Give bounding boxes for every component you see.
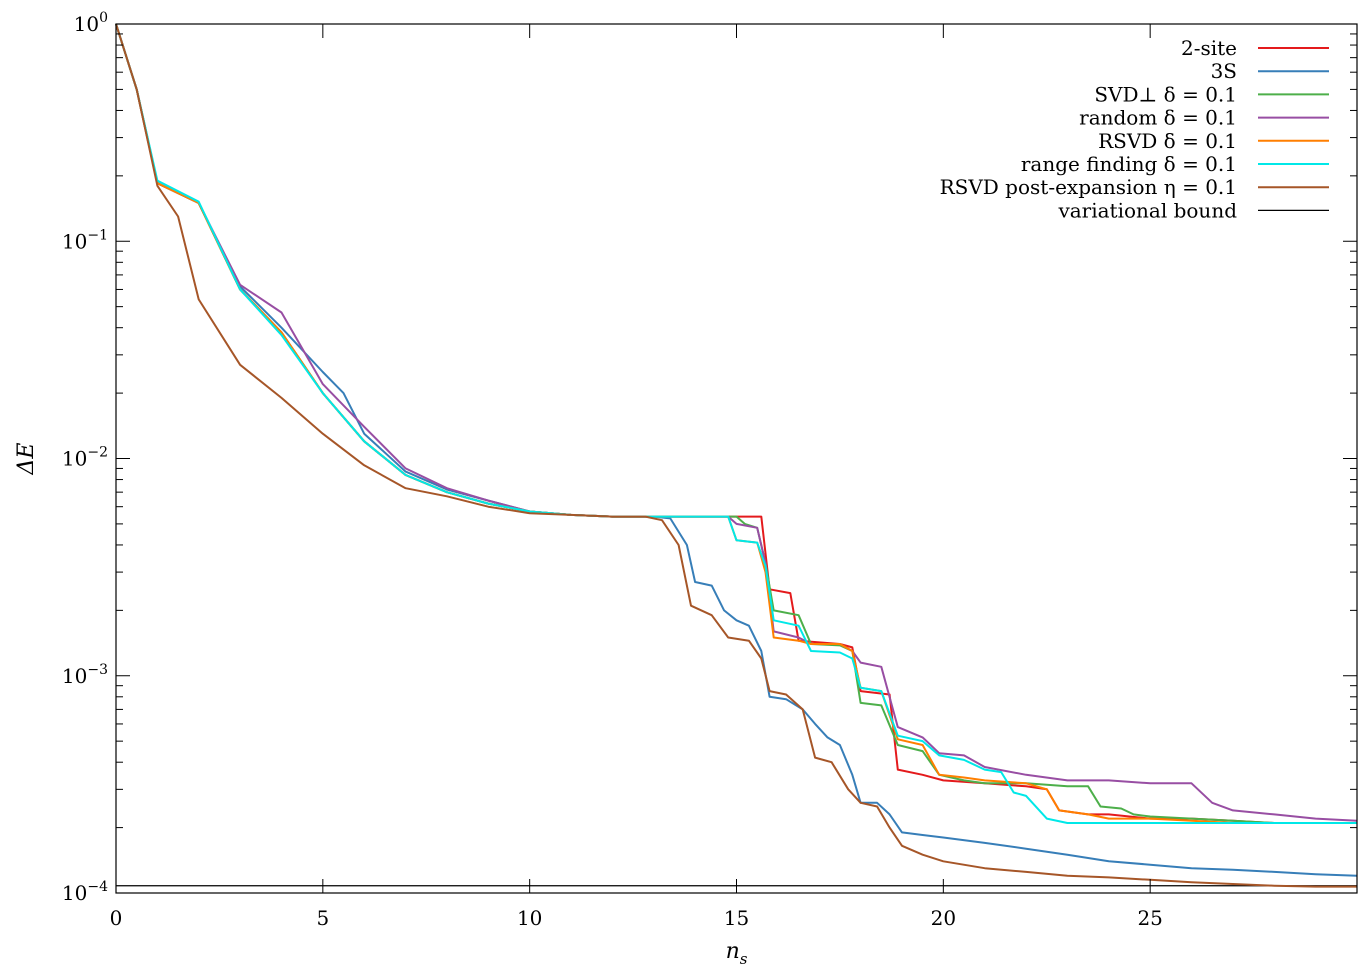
y-tick-label: 10−1 [62,227,108,253]
legend-label-6: RSVD post-expansion η = 0.1 [940,175,1237,199]
x-tick-label: 0 [110,906,123,930]
series-line-6 [115,23,1357,888]
y-axis-title: ΔE [14,443,39,476]
series-line-5 [115,23,1357,824]
y-tick-label: 100 [74,10,108,36]
y-tick-label: 10−2 [62,445,108,471]
legend-label-7: variational bound [1057,198,1237,222]
x-tick-label: 15 [724,906,749,930]
legend-label-3: random δ = 0.1 [1079,106,1237,130]
legend-label-0: 2-site [1181,36,1237,60]
legend-label-5: range finding δ = 0.1 [1021,152,1237,176]
x-tick-label: 20 [931,906,956,930]
legend-label-1: 3S [1211,59,1237,83]
axes-layer: 100 10−1 10−2 10−3 10−40 5 10 15 20 25 [62,10,1358,930]
y-tick-label: 10−3 [62,662,108,688]
y-tick-label: 10−4 [62,879,108,905]
x-axis-title: ns [726,939,748,965]
legend-label-2: SVD⊥ δ = 0.1 [1094,82,1237,106]
series-line-3 [115,23,1358,822]
x-tick-label: 25 [1137,906,1162,930]
legend-label-4: RSVD δ = 0.1 [1098,129,1237,153]
x-tick-label: 10 [517,906,542,930]
series-layer [115,23,1358,888]
x-tick-label: 5 [316,906,329,930]
